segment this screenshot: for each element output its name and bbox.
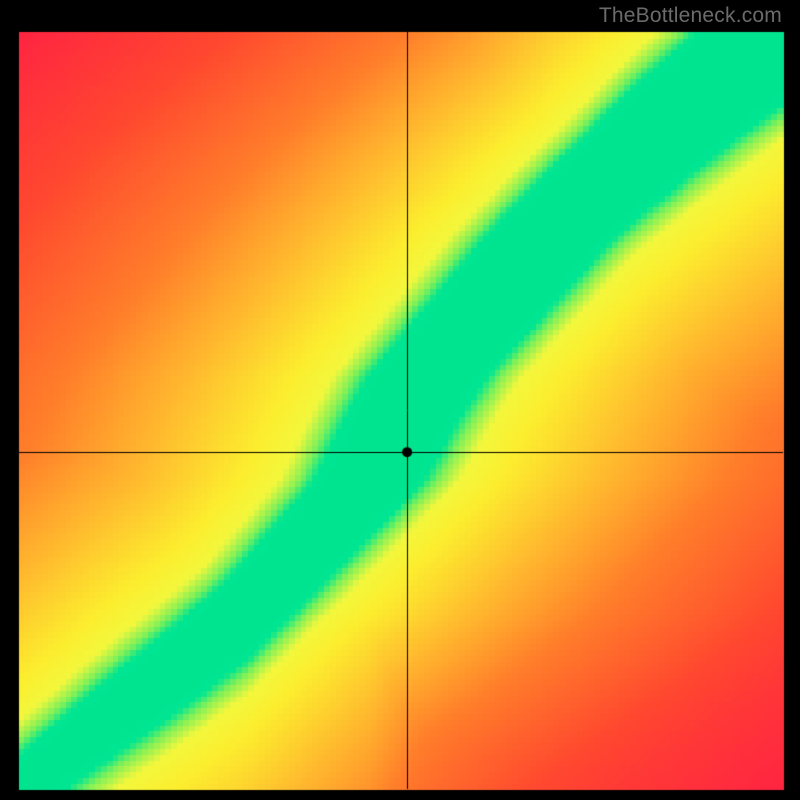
bottleneck-heatmap-canvas [0, 0, 800, 800]
chart-container: TheBottleneck.com [0, 0, 800, 800]
watermark-text: TheBottleneck.com [599, 4, 782, 28]
